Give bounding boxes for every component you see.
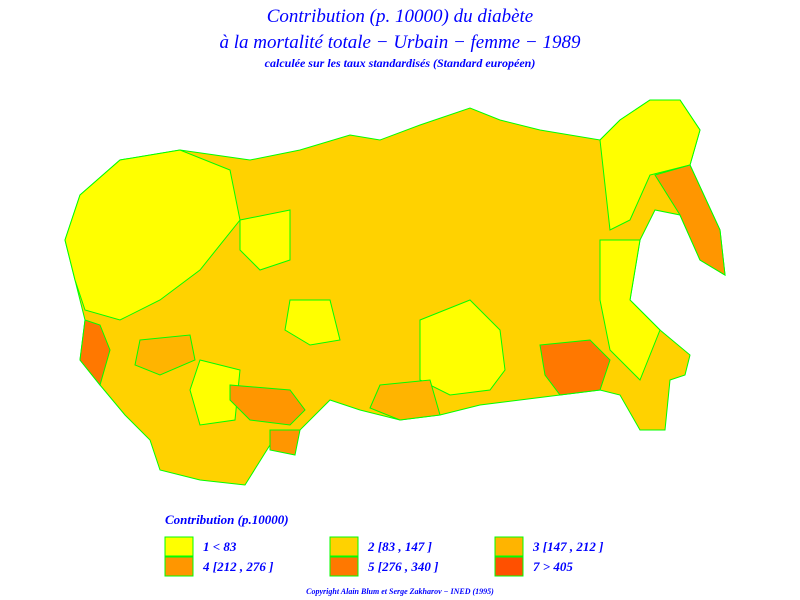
legend-label: 2 [83 , 147 ] [367, 539, 432, 554]
region [134, 334, 196, 376]
legend-label: 1 < 83 [203, 539, 237, 554]
region [284, 299, 341, 346]
region [79, 319, 111, 387]
region [369, 379, 441, 421]
region [539, 339, 611, 396]
region [64, 149, 241, 321]
region [269, 429, 301, 456]
legend-title: Contribution (p.10000) [165, 512, 289, 527]
region [189, 359, 241, 426]
legend-swatch [164, 556, 194, 577]
legend-swatch [494, 556, 524, 577]
legend-label: 3 [147 , 212 ] [532, 539, 603, 554]
map [64, 99, 726, 486]
legend-label: 5 [276 , 340 ] [368, 559, 438, 574]
region [239, 209, 291, 271]
subtitle: calculée sur les taux standardisés (Stan… [265, 56, 536, 70]
legend-label: 4 [212 , 276 ] [202, 559, 273, 574]
title-line1: Contribution (p. 10000) du diabète [267, 6, 534, 27]
copyright: Copyright Alain Blum et Serge Zakharov −… [306, 587, 494, 596]
title-line2: à la mortalité totale − Urbain − femme −… [220, 32, 581, 53]
region [654, 164, 726, 276]
region [229, 384, 306, 426]
legend-swatch [494, 536, 524, 557]
legend-swatch [329, 536, 359, 557]
legend: 1 < 83 2 [83 , 147 ] 3 [147 , 212 ] 4 [212 … [164, 536, 603, 577]
region [599, 239, 661, 381]
legend-label: 7 > 405 [533, 559, 573, 574]
legend-swatch [164, 536, 194, 557]
legend-swatch [329, 556, 359, 577]
region [599, 99, 701, 231]
